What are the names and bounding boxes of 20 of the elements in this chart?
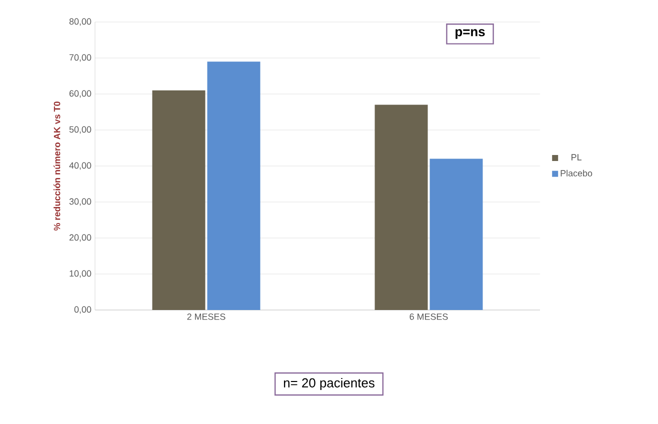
y-tick-label: 10,00 — [70, 270, 92, 278]
y-axis-title: % reducción número AK vs T0 — [54, 102, 60, 231]
y-tick-label: 0,00 — [74, 306, 92, 314]
legend-label: Placebo — [560, 170, 592, 176]
y-tick-label: 60,00 — [69, 90, 92, 98]
y-tick-label: 40,00 — [69, 162, 92, 170]
text: n= 20 pacientes — [284, 378, 374, 390]
legend-label: PL — [572, 154, 582, 160]
y-tick-label: 80,00 — [69, 18, 92, 26]
y-tick-label: 70,00 — [69, 54, 92, 62]
bar — [430, 158, 483, 310]
x-tick-label: 2 MESES — [187, 314, 226, 320]
y-tick-label: 50,00 — [69, 126, 92, 134]
bar — [152, 90, 206, 310]
bar — [207, 62, 260, 310]
x-tick-label: 6 MESES — [410, 314, 448, 320]
y-tick-label: 20,00 — [69, 234, 92, 242]
bar — [374, 104, 428, 310]
y-tick-label: 30,00 — [69, 198, 92, 206]
annotation: p=ns — [456, 29, 485, 39]
